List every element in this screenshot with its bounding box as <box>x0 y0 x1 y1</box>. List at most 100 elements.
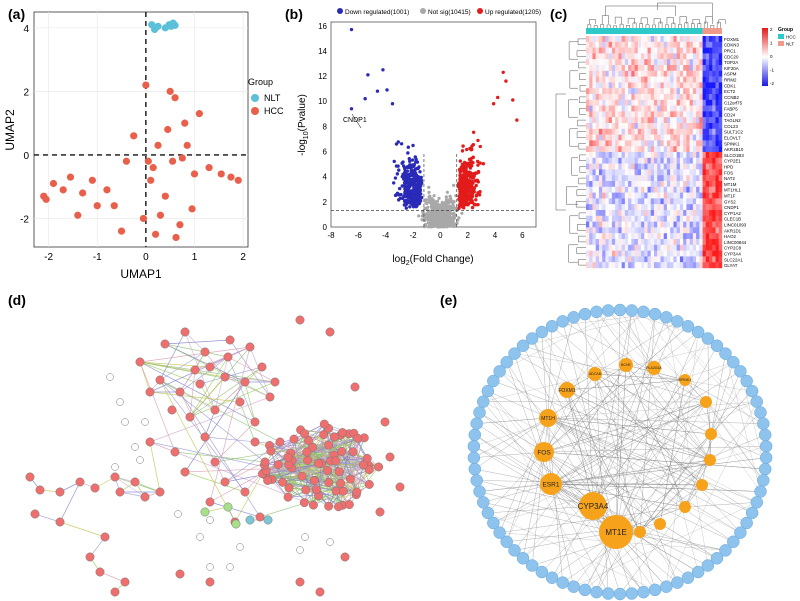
heatmap-cell <box>605 94 609 100</box>
heatmap-cell <box>586 117 590 124</box>
heatmap-cell <box>699 134 703 141</box>
heatmap-cell <box>699 152 703 158</box>
heatmap-cell <box>650 128 655 135</box>
hub-gene-label: ESR1 <box>543 481 560 488</box>
heatmap-cell <box>715 239 719 245</box>
heatmap-cell <box>705 105 710 112</box>
heatmap-cell <box>586 70 590 77</box>
heatmap-cell <box>689 41 694 48</box>
heatmap-cell <box>621 215 626 222</box>
heatmap-cell <box>712 192 716 199</box>
heatmap-cell <box>615 192 619 199</box>
heatmap-cell <box>686 146 690 153</box>
hub-network-edge <box>666 331 699 587</box>
heatmap-cell <box>676 256 681 263</box>
heatmap-cell <box>699 99 703 106</box>
volcano-point-ns <box>429 215 433 219</box>
umap-point-hcc <box>154 141 162 149</box>
heatmap-cell <box>621 169 626 176</box>
ppi-edge <box>342 432 358 493</box>
heatmap-cell <box>621 128 626 135</box>
heatmap-cell <box>592 41 596 48</box>
heatmap-cell <box>641 65 645 71</box>
heatmap-cell <box>686 215 690 222</box>
heatmap-cell <box>683 163 687 170</box>
heatmap-cell <box>592 123 596 129</box>
volcano-point-down <box>393 176 398 180</box>
ppi-node <box>30 509 40 519</box>
hub-gene-node <box>696 479 708 491</box>
hub-network-edge <box>684 502 757 508</box>
heatmap-cell <box>641 152 645 158</box>
heatmap-cell <box>615 82 619 89</box>
heatmap-cell <box>663 47 668 54</box>
heatmap-cell <box>602 111 606 118</box>
heatmap-cell <box>592 262 596 269</box>
ppi-node <box>334 467 344 477</box>
outer-gene-node <box>759 451 773 464</box>
heatmap-cell <box>696 140 700 147</box>
heatmap-cell <box>660 175 664 182</box>
heatmap-cell <box>631 117 635 124</box>
heatmap-cell <box>670 204 674 211</box>
heatmap-cell <box>602 233 606 240</box>
hub-network-edge <box>479 412 718 559</box>
heatmap-cell <box>670 175 674 182</box>
outer-gene-node <box>613 587 627 601</box>
volcano-point-up <box>469 148 473 152</box>
heatmap-cell <box>663 186 668 193</box>
heatmap-cell <box>657 47 661 54</box>
heatmap-cell <box>595 134 600 141</box>
heatmap-cell <box>624 117 629 124</box>
heatmap-cell <box>637 123 642 129</box>
heatmap-cell <box>650 82 655 89</box>
heatmap-cell <box>650 41 655 48</box>
heatmap-cell <box>679 105 684 112</box>
volcano-point-down <box>413 195 418 199</box>
heatmap-cell <box>611 204 616 211</box>
heatmap-cell <box>631 111 635 118</box>
heatmap-cell <box>605 262 609 269</box>
heatmap-cell <box>692 210 697 216</box>
heatmap-cell <box>634 146 639 153</box>
heatmap-cell <box>696 204 700 211</box>
ppi-edge <box>244 381 256 423</box>
heatmap-cell <box>654 82 658 89</box>
heatmap-cell <box>657 169 661 176</box>
ppi-node <box>174 510 182 518</box>
heatmap-cell <box>615 210 619 216</box>
hub-network-edge <box>592 321 678 507</box>
heatmap-cell <box>589 163 593 170</box>
heatmap-cell <box>605 210 609 216</box>
heatmap-cell <box>608 175 613 182</box>
heatmap-cell <box>676 70 681 77</box>
volcano-point-down <box>414 157 418 161</box>
heatmap-cell <box>692 192 697 199</box>
heatmap-cell <box>683 134 687 141</box>
heatmap-cell <box>605 152 609 158</box>
heatmap-cell <box>660 227 664 234</box>
heatmap-cell <box>683 192 687 199</box>
ppi-node <box>223 502 233 512</box>
hub-network-edge <box>639 459 711 533</box>
heatmap-cell <box>624 227 629 234</box>
heatmap-cell <box>615 256 619 263</box>
heatmap-cell <box>702 134 707 141</box>
heatmap-cell <box>618 59 622 66</box>
heatmap-cell <box>611 221 616 228</box>
heatmap-cell <box>644 186 648 193</box>
ppi-edge <box>139 346 251 363</box>
panel-label-a: (a) <box>8 6 26 22</box>
volcano-point-ns <box>437 196 441 200</box>
volcano-point-up <box>511 98 515 102</box>
umap-point-hcc <box>164 125 172 134</box>
hub-network-edge <box>514 353 545 453</box>
heatmap-cell <box>598 186 603 193</box>
heatmap-cell <box>683 157 687 164</box>
volcano-point-up <box>470 144 474 148</box>
ppi-edge <box>139 361 176 453</box>
heatmap-cell <box>666 36 671 42</box>
heatmap-cell <box>718 146 723 153</box>
heatmap-cell <box>634 157 639 164</box>
heatmap-cell <box>692 244 697 251</box>
